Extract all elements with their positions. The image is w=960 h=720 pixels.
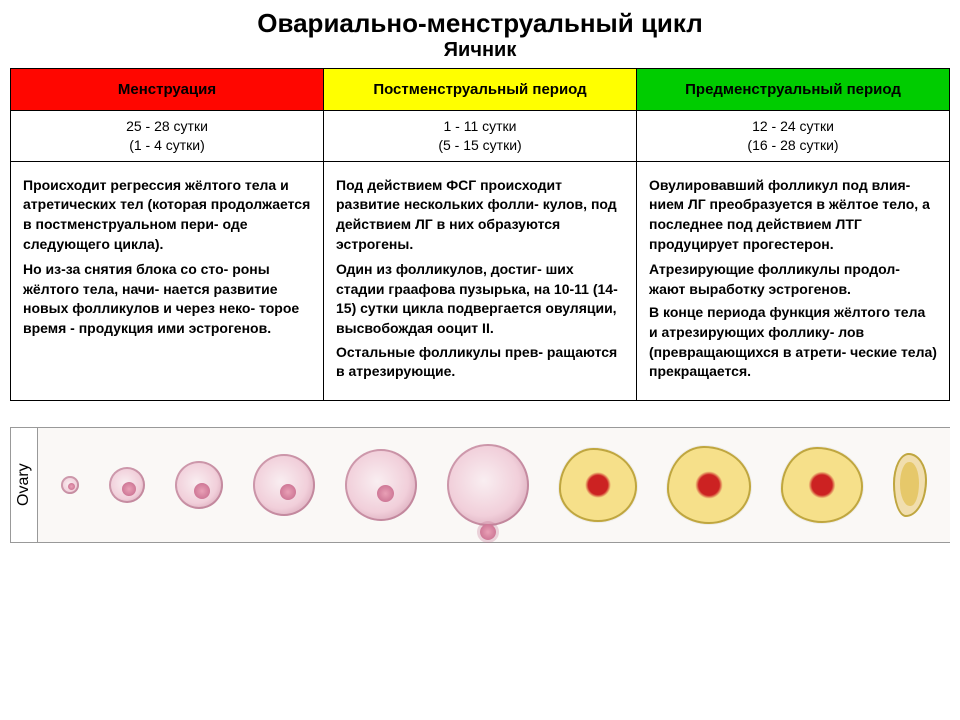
page-title: Овариально-менструальный цикл xyxy=(10,8,950,39)
released-oocyte-icon xyxy=(480,524,496,540)
desc-text: Происходит регрессия жёлтого тела и атре… xyxy=(23,177,310,252)
ovary-diagram: Ovary xyxy=(10,427,950,543)
desc-text: Но из-за снятия блока со сто- роны жёлто… xyxy=(23,261,299,336)
oocyte-icon xyxy=(377,485,394,502)
follicle-stage xyxy=(345,449,417,521)
oocyte-icon xyxy=(194,483,210,499)
cycle-table: Менструация Постменструальный период Пре… xyxy=(10,68,950,401)
corpus-luteum-stage xyxy=(559,448,637,522)
description-menstruation: Происходит регрессия жёлтого тела и атре… xyxy=(11,161,324,400)
ovulating-stage xyxy=(447,444,529,526)
days-primary: 1 - 11 сутки xyxy=(443,118,516,134)
desc-text: Овулировавший фолликул под влия- нием ЛГ… xyxy=(649,177,930,252)
days-row: 25 - 28 сутки (1 - 4 сутки) 1 - 11 сутки… xyxy=(11,111,950,162)
oocyte-icon xyxy=(280,484,296,500)
follicle-stage xyxy=(109,467,145,503)
oocyte-icon xyxy=(122,482,136,496)
desc-text: Один из фолликулов, достиг- ших стадии г… xyxy=(336,261,618,336)
description-premenstrual: Овулировавший фолликул под влия- нием ЛГ… xyxy=(637,161,950,400)
desc-text: Остальные фолликулы прев- ращаются в атр… xyxy=(336,344,617,380)
desc-text: В конце периода функция жёлтого тела и а… xyxy=(649,304,937,379)
days-cell: 25 - 28 сутки (1 - 4 сутки) xyxy=(11,111,324,162)
phase-header-premenstrual: Предменструальный период xyxy=(637,69,950,111)
days-cell: 1 - 11 сутки (5 - 15 сутки) xyxy=(324,111,637,162)
follicle-stage xyxy=(61,476,79,494)
days-secondary: (5 - 15 сутки) xyxy=(438,137,521,153)
ovary-axis-label: Ovary xyxy=(10,428,38,542)
days-secondary: (16 - 28 сутки) xyxy=(747,137,838,153)
corpus-luteum-stage xyxy=(781,447,863,523)
desc-text: Атрезирующие фолликулы продол- жают выра… xyxy=(649,261,900,297)
desc-text: Под действием ФСГ происходит развитие не… xyxy=(336,177,617,252)
description-row: Происходит регрессия жёлтого тела и атре… xyxy=(11,161,950,400)
days-cell: 12 - 24 сутки (16 - 28 сутки) xyxy=(637,111,950,162)
phase-header-menstruation: Менструация xyxy=(11,69,324,111)
corpus-luteum-stage xyxy=(667,446,751,524)
ovary-track xyxy=(38,428,950,542)
follicle-stage xyxy=(175,461,223,509)
description-postmenstrual: Под действием ФСГ происходит развитие не… xyxy=(324,161,637,400)
follicle-stage xyxy=(253,454,315,516)
phase-header-row: Менструация Постменструальный период Пре… xyxy=(11,69,950,111)
days-primary: 12 - 24 сутки xyxy=(752,118,834,134)
phase-header-postmenstrual: Постменструальный период xyxy=(324,69,637,111)
oocyte-icon xyxy=(68,483,75,490)
days-secondary: (1 - 4 сутки) xyxy=(129,137,205,153)
corpus-regressing-stage xyxy=(893,453,927,517)
days-primary: 25 - 28 сутки xyxy=(126,118,208,134)
page-subtitle: Яичник xyxy=(10,39,950,62)
